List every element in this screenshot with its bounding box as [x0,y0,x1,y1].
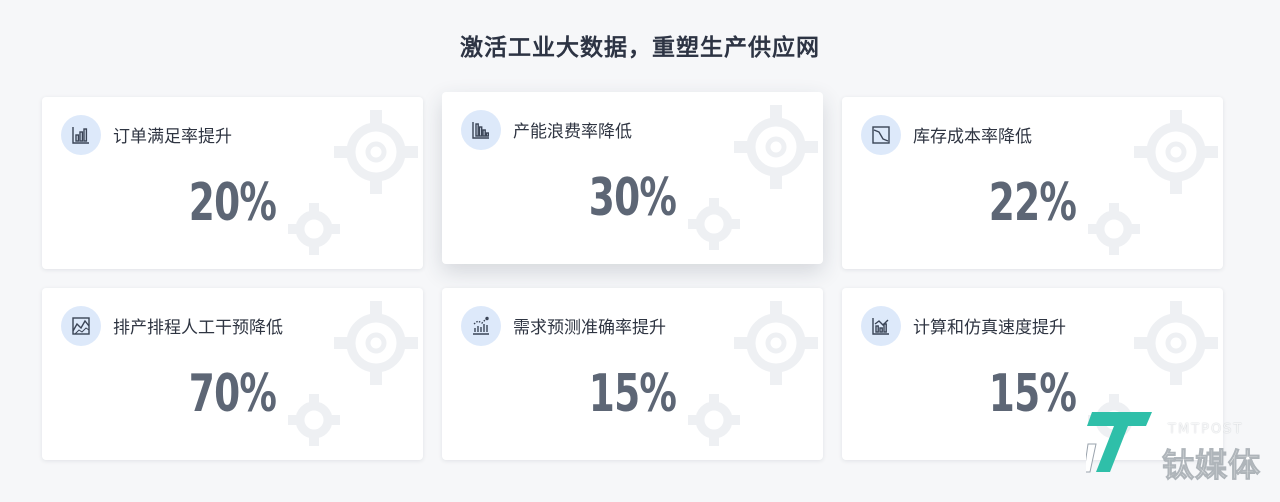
metric-value: 15% [988,364,1077,424]
metric-card-capacity-waste: 产能浪费率降低 30% [442,92,823,264]
watermark-chinese: 钛媒体 [1161,446,1262,485]
metric-label: 产能浪费率降低 [513,122,632,142]
area-chart-icon [72,317,90,335]
tmtpost-watermark: TMTPOST 钛媒体 [1086,406,1266,486]
metric-card-demand-forecast: 需求预测准确率提升 15% [442,288,823,460]
metric-value: 70% [188,364,277,424]
page-title: 激活工业大数据，重塑生产供应网 [460,35,820,61]
bar-line-chart-icon [872,318,889,335]
metric-label: 排产排程人工干预降低 [113,318,283,338]
forecast-icon [473,316,489,335]
descending-bars-icon [472,122,489,139]
metric-card-order-fulfillment: 订单满足率提升 20% [42,97,423,269]
metric-label: 需求预测准确率提升 [513,318,666,338]
metric-value: 22% [988,173,1077,233]
metric-label: 计算和仿真速度提升 [913,318,1066,338]
metric-value: 20% [188,173,277,233]
bar-chart-icon [72,127,89,144]
metric-value: 30% [588,168,677,228]
metric-label: 订单满足率提升 [113,127,232,147]
metric-card-scheduling-intervention: 排产排程人工干预降低 70% [42,288,423,460]
metric-value: 15% [588,364,677,424]
downtrend-icon [872,126,890,144]
metric-label: 库存成本率降低 [913,127,1032,147]
watermark-english: TMTPOST [1168,422,1244,437]
tmtpost-logo-icon [1086,412,1152,473]
metric-card-inventory-cost: 库存成本率降低 22% [842,97,1223,269]
